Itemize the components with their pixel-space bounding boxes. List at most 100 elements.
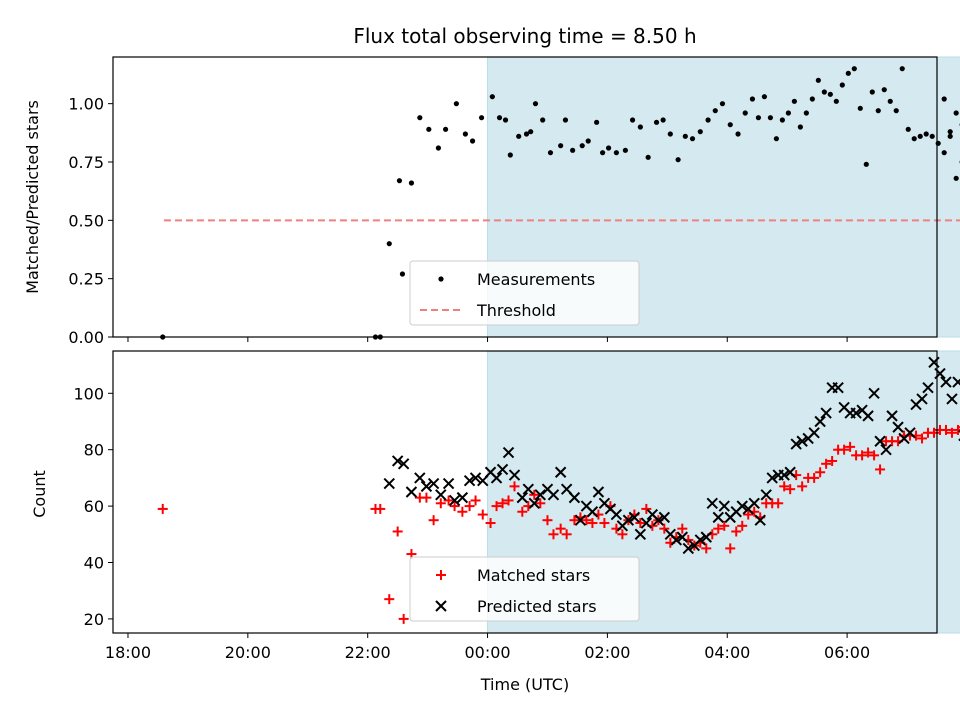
matched-star-point (503, 495, 514, 506)
measurement-point (803, 110, 809, 116)
measurement-point (579, 143, 585, 149)
measurement-point (923, 131, 929, 137)
measurement-point (570, 147, 576, 153)
predicted-star-b (496, 463, 509, 476)
measurement-point (435, 145, 442, 151)
matched-star-point (443, 495, 454, 506)
measurement-point (386, 241, 392, 247)
measurement-point (605, 145, 612, 151)
predicted-star-b (592, 486, 605, 498)
matched-star-point (677, 523, 688, 534)
predicted-star-point (442, 477, 455, 490)
bottom-panel: 20 40 60 80 100 18:00 20:00 22:00 00:00 02:00 04:0… (73, 350, 960, 662)
predicted-star-b (456, 491, 469, 504)
y-axis-label-bottom: Count (30, 470, 49, 518)
measurement-point (821, 89, 827, 95)
predicted-star-b (534, 489, 546, 501)
measurement-point (645, 154, 651, 160)
predicted-star-b (712, 511, 724, 524)
predicted-star-b (508, 469, 521, 481)
measurement-point (851, 66, 857, 72)
y-tick-label: 0.25 (68, 270, 104, 289)
predicted-star-b (568, 491, 581, 504)
predicted-star-b (736, 500, 748, 512)
matched-star-point (845, 441, 856, 452)
y-tick-label: 0.75 (68, 153, 104, 172)
legend-x-icon (435, 600, 447, 612)
y-tick-label: 60 (84, 497, 104, 516)
y-tick-label: 0.00 (68, 328, 104, 347)
predicted-star-point (670, 534, 683, 546)
predicted-star-b (414, 472, 426, 484)
predicted-star-b (856, 404, 868, 416)
predicted-star-b (391, 455, 404, 467)
predicted-star-b (574, 514, 587, 526)
measurement-point (767, 115, 774, 121)
measurement-point (462, 131, 468, 137)
matched-star-point (815, 467, 826, 478)
predicted-star-b (516, 491, 529, 504)
predicted-star-point (886, 410, 898, 422)
matched-star-point (773, 498, 784, 509)
predicted-star-point (820, 407, 832, 419)
matched-star-point (157, 503, 168, 514)
measurement-point (478, 115, 485, 121)
matched-star-point (869, 450, 880, 461)
measurement-point (845, 70, 851, 76)
predicted-star-b (541, 483, 554, 495)
y-tick-label: 20 (84, 610, 104, 629)
matched-star-point (491, 501, 502, 512)
y-tick-label: 100 (73, 384, 104, 403)
measurement-point (622, 147, 628, 153)
legend-label: Threshold (476, 301, 556, 320)
matched-star-point (375, 503, 386, 514)
predicted-star-b (886, 410, 898, 422)
predicted-star-point (463, 475, 476, 487)
matched-star-point (863, 447, 874, 458)
predicted-star-b (676, 531, 689, 543)
measurement-point (893, 108, 899, 114)
matched-star-point (457, 506, 468, 517)
measurement-point (929, 133, 935, 139)
predicted-star-point (700, 531, 712, 543)
predicted-star-point (554, 466, 567, 478)
top-panel: 0.00 0.25 0.50 0.75 1.00 Measurements Threshol… (68, 56, 960, 347)
predicted-star-b (940, 376, 952, 388)
measurement-point (417, 115, 423, 121)
predicted-star-point (435, 489, 447, 501)
measurement-point (863, 161, 869, 167)
matched-star-point (827, 455, 838, 466)
predicted-star-b (610, 508, 623, 521)
predicted-star-point (718, 500, 730, 512)
y-tick-label: 0.50 (68, 211, 104, 230)
matched-star-point (569, 515, 580, 526)
matched-star-point (392, 526, 403, 537)
predicted-star-point (522, 483, 535, 495)
predicted-star-b (868, 387, 880, 400)
predicted-star-b (554, 466, 567, 478)
predicted-star-b (916, 393, 928, 405)
measurement-point (905, 126, 911, 132)
measurement-point (689, 136, 696, 142)
x-tick-label: 04:00 (704, 643, 750, 662)
measurement-point (953, 175, 959, 181)
predicted-star-b (892, 421, 904, 433)
matched-star-point (857, 450, 868, 461)
predicted-star-point (420, 480, 433, 493)
predicted-star-b (682, 542, 695, 555)
predicted-star-point (796, 435, 808, 447)
measurement-point (827, 91, 833, 97)
measurement-point (396, 178, 403, 184)
predicted-star-point (534, 489, 546, 501)
measurement-point (839, 82, 845, 88)
matched-star-point (477, 509, 488, 520)
measurement-point (502, 117, 509, 123)
predicted-star-b (586, 506, 599, 518)
matched-star-point (821, 458, 832, 469)
matched-star-point (725, 543, 736, 554)
measurement-point (523, 131, 530, 137)
predicted-star-b (435, 489, 447, 501)
predicted-star-point (490, 472, 503, 484)
predicted-star-b (790, 438, 802, 450)
